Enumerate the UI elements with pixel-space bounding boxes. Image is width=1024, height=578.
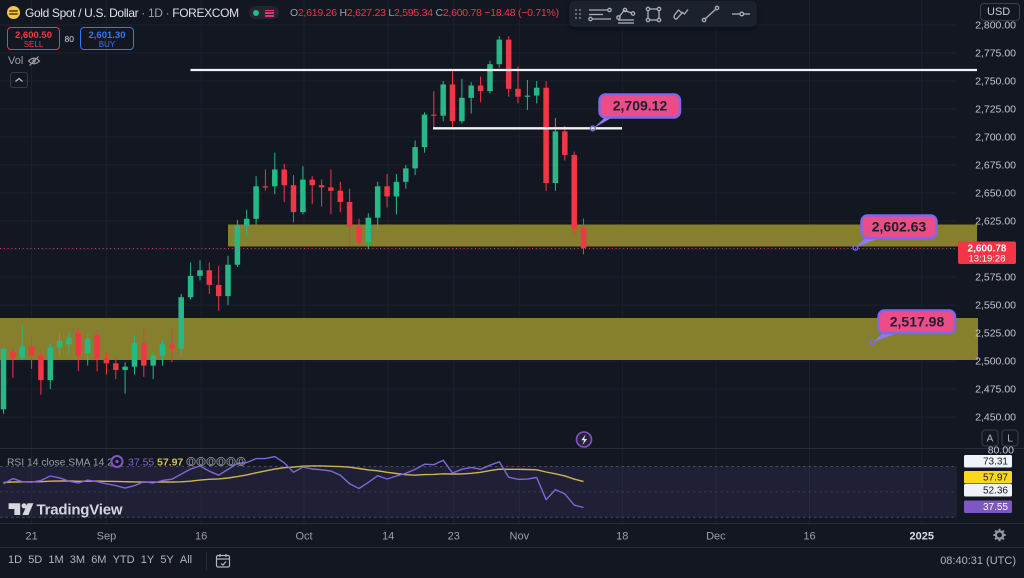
svg-text:RSI 14 close SMA 14 2: RSI 14 close SMA 14 2 — [7, 457, 113, 468]
svg-text:Nov: Nov — [510, 531, 530, 543]
svg-text:0: 0 — [238, 457, 243, 468]
svg-text:2025: 2025 — [910, 531, 934, 543]
svg-text:L: L — [1007, 434, 1013, 445]
svg-text:23: 23 — [448, 531, 460, 543]
svg-text:Dec: Dec — [706, 531, 726, 543]
svg-text:2,650.00: 2,650.00 — [975, 188, 1016, 200]
svg-text:2,550.00: 2,550.00 — [975, 300, 1016, 312]
svg-text:Oct: Oct — [295, 531, 312, 543]
svg-text:0: 0 — [228, 457, 233, 468]
svg-text:0: 0 — [188, 457, 193, 468]
svg-text:0: 0 — [198, 457, 203, 468]
svg-text:2,525.00: 2,525.00 — [975, 328, 1016, 340]
svg-text:57.97: 57.97 — [983, 473, 1008, 484]
svg-text:16: 16 — [803, 531, 815, 543]
svg-text:A: A — [987, 434, 994, 445]
svg-text:TradingView: TradingView — [37, 502, 123, 519]
svg-text:80.00: 80.00 — [988, 445, 1014, 457]
svg-text:2,575.00: 2,575.00 — [975, 272, 1016, 284]
svg-text:52.36: 52.36 — [983, 486, 1008, 497]
svg-text:2,675.00: 2,675.00 — [975, 160, 1016, 172]
svg-text:18: 18 — [616, 531, 628, 543]
svg-text:0: 0 — [218, 457, 223, 468]
svg-text:2,775.00: 2,775.00 — [975, 48, 1016, 60]
svg-text:37.55: 37.55 — [128, 456, 154, 468]
svg-text:Sep: Sep — [97, 531, 117, 543]
svg-text:16: 16 — [195, 531, 207, 543]
svg-text:73.31: 73.31 — [983, 457, 1008, 468]
svg-text:2,625.00: 2,625.00 — [975, 216, 1016, 228]
svg-text:2,600.78: 2,600.78 — [968, 244, 1007, 255]
svg-text:2,800.00: 2,800.00 — [975, 20, 1016, 32]
svg-text:0: 0 — [208, 457, 213, 468]
svg-text:2,709.12: 2,709.12 — [613, 98, 668, 114]
svg-text:2,450.00: 2,450.00 — [975, 412, 1016, 424]
svg-text:2,475.00: 2,475.00 — [975, 384, 1016, 396]
svg-text:2,725.00: 2,725.00 — [975, 104, 1016, 116]
svg-text:21: 21 — [25, 531, 37, 543]
svg-text:14: 14 — [382, 531, 394, 543]
svg-text:2,602.63: 2,602.63 — [872, 219, 927, 235]
svg-text:2,700.00: 2,700.00 — [975, 132, 1016, 144]
svg-text:13:19:28: 13:19:28 — [969, 254, 1006, 265]
svg-text:2,500.00: 2,500.00 — [975, 356, 1016, 368]
svg-text:57.97: 57.97 — [157, 456, 183, 468]
svg-text:2,517.98: 2,517.98 — [890, 314, 945, 330]
svg-text:2,750.00: 2,750.00 — [975, 76, 1016, 88]
svg-text:37.55: 37.55 — [983, 502, 1008, 513]
